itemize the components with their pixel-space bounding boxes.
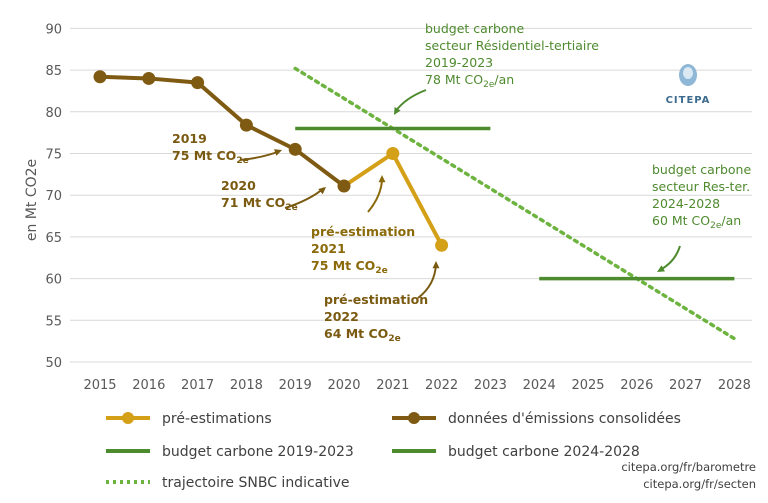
consolidated-point (93, 70, 107, 84)
arrow-budget-2-head (657, 265, 665, 272)
legend-label: budget carbone 2024-2028 (448, 444, 640, 460)
annotation-b2: budget carbone secteur Res-ter. 2024-2028 6… (652, 162, 751, 231)
x-tick-label: 2016 (132, 378, 165, 393)
legend-label: pré-estimations (162, 411, 272, 427)
source-barometre: citepa.org/fr/barometre (621, 460, 756, 474)
citepa-logo: CITEPA (666, 64, 711, 106)
legend: pré-estimations données d'émissions cons… (106, 411, 681, 491)
y-tick-label: 85 (45, 64, 62, 79)
x-tick-label: 2023 (474, 378, 507, 393)
annotation-line: 60 Mt CO2e/an (652, 213, 741, 231)
source-secten: citepa.org/fr/secten (643, 477, 756, 491)
y-tick-label: 60 (45, 273, 62, 288)
x-tick-label: 2017 (181, 378, 214, 393)
annotations: 2019 75 Mt CO2e 2020 71 Mt CO2e pré-estimati… (172, 21, 751, 344)
annotation-arrows (239, 89, 681, 299)
consolidated-point (191, 76, 205, 90)
annotation-line: 75 Mt CO2e (172, 148, 249, 166)
consolidated-point (142, 71, 156, 85)
legend-label: trajectoire SNBC indicative (162, 475, 350, 491)
x-tick-label: 2015 (83, 378, 116, 393)
annotation-line: 2022 (324, 309, 359, 324)
annotation-line: 2019-2023 (425, 55, 493, 70)
x-tick-label: 2026 (620, 378, 653, 393)
arrow-2019-head (274, 149, 282, 156)
consolidated-point (337, 179, 351, 193)
annotation-line: pré-estimation (324, 292, 428, 307)
annotation-a2022: pré-estimation 2022 64 Mt CO2e (324, 292, 428, 344)
annotation-a2021: pré-estimation 2021 75 Mt CO2e (311, 224, 415, 276)
annotation-a2020: 2020 71 Mt CO2e (221, 178, 298, 213)
logo-text: CITEPA (666, 95, 711, 106)
consolidated-line (99, 74, 346, 188)
annotation-line: secteur Res-ter. (652, 179, 750, 194)
series-layer (93, 66, 737, 341)
y-axis-label: en Mt CO2e (24, 159, 40, 241)
y-tick-label: 75 (45, 148, 62, 163)
arrow-budget-2 (659, 245, 681, 271)
arrow-2022-head (432, 261, 440, 269)
x-axis-ticks: 2015 2016 2017 2018 2019 2020 2021 2022 2023 2024… (83, 378, 750, 393)
x-tick-label: 2022 (425, 378, 458, 393)
x-tick-label: 2028 (718, 378, 751, 393)
legend-item-budget-2024-2028: budget carbone 2024-2028 (392, 444, 640, 460)
y-tick-label: 50 (45, 356, 62, 371)
x-tick-label: 2024 (523, 378, 556, 393)
annotation-line: budget carbone (425, 21, 524, 36)
annotation-line: secteur Résidentiel-tertiaire (425, 38, 599, 53)
legend-item-donnees-consolidees: données d'émissions consolidées (392, 411, 681, 427)
annotation-line: budget carbone (652, 162, 751, 177)
legend-item-snbc: trajectoire SNBC indicative (106, 475, 350, 491)
x-tick-label: 2027 (669, 378, 702, 393)
annotation-line: 71 Mt CO2e (221, 195, 298, 213)
legend-item-budget-2019-2023: budget carbone 2019-2023 (106, 444, 354, 460)
arrow-budget-1-head (394, 107, 401, 115)
legend-item-pre-estimations: pré-estimations (106, 411, 272, 427)
x-tick-label: 2018 (230, 378, 263, 393)
y-tick-label: 65 (45, 231, 62, 246)
consolidated-point (288, 142, 302, 156)
annotation-line: 64 Mt CO2e (324, 326, 401, 344)
arrow-2021-head (378, 175, 386, 183)
annotation-line: 2020 (221, 178, 256, 193)
annotation-line: 2024-2028 (652, 196, 720, 211)
x-tick-label: 2019 (279, 378, 312, 393)
snbc-trajectory-line (293, 66, 737, 341)
annotation-a2019: 2019 75 Mt CO2e (172, 131, 249, 166)
annotation-b1: budget carbone secteur Résidentiel-tertia… (425, 21, 599, 90)
y-axis-ticks: 50 55 60 65 70 75 80 85 90 (45, 22, 62, 371)
pre-estimation-point (435, 238, 449, 252)
x-tick-label: 2020 (327, 378, 360, 393)
annotation-line: 78 Mt CO2e/an (425, 72, 514, 90)
y-tick-label: 55 (45, 314, 62, 329)
annotation-line: pré-estimation (311, 224, 415, 239)
consolidated-point (239, 118, 253, 132)
x-tick-label: 2021 (376, 378, 409, 393)
y-tick-label: 70 (45, 189, 62, 204)
legend-label: budget carbone 2019-2023 (162, 444, 354, 460)
annotation-line: 2021 (311, 241, 346, 256)
annotation-line: 2019 (172, 131, 207, 146)
y-tick-label: 90 (45, 22, 62, 37)
legend-label: données d'émissions consolidées (448, 411, 681, 427)
grid-lines (70, 27, 752, 363)
arrow-budget-1 (394, 89, 427, 113)
y-tick-label: 80 (45, 106, 62, 121)
pre-estimation-point (386, 147, 400, 160)
x-tick-label: 2025 (571, 378, 604, 393)
arrow-2020-head (318, 187, 326, 195)
annotation-line: 75 Mt CO2e (311, 258, 388, 276)
